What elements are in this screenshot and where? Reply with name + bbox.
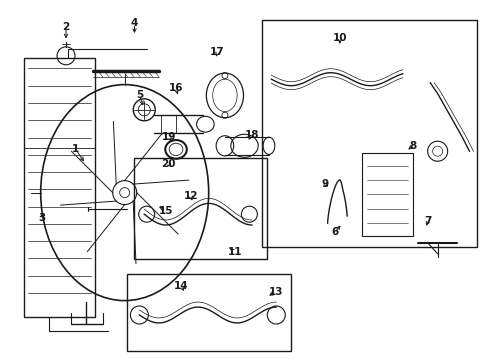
Text: 6: 6	[331, 227, 338, 237]
Text: 1: 1	[72, 144, 79, 154]
Text: 8: 8	[409, 141, 416, 151]
Text: 18: 18	[244, 130, 259, 140]
Text: 2: 2	[62, 22, 69, 32]
Text: 9: 9	[321, 179, 328, 189]
Text: 19: 19	[161, 132, 176, 142]
Bar	[24, 58, 95, 317]
Bar	[261, 20, 476, 247]
Text: 7: 7	[423, 216, 431, 226]
Text: 5: 5	[136, 90, 142, 100]
Bar	[361, 153, 412, 236]
Text: 11: 11	[227, 247, 242, 257]
Text: 15: 15	[159, 206, 173, 216]
Text: 4: 4	[130, 18, 138, 28]
Text: 17: 17	[210, 47, 224, 57]
Bar	[127, 274, 290, 351]
Text: 16: 16	[168, 83, 183, 93]
Text: 20: 20	[161, 159, 176, 169]
Text: 13: 13	[268, 287, 283, 297]
Bar	[134, 158, 266, 259]
Text: 10: 10	[332, 33, 346, 43]
Text: 12: 12	[183, 191, 198, 201]
Text: 3: 3	[38, 213, 45, 223]
Text: 14: 14	[173, 281, 188, 291]
